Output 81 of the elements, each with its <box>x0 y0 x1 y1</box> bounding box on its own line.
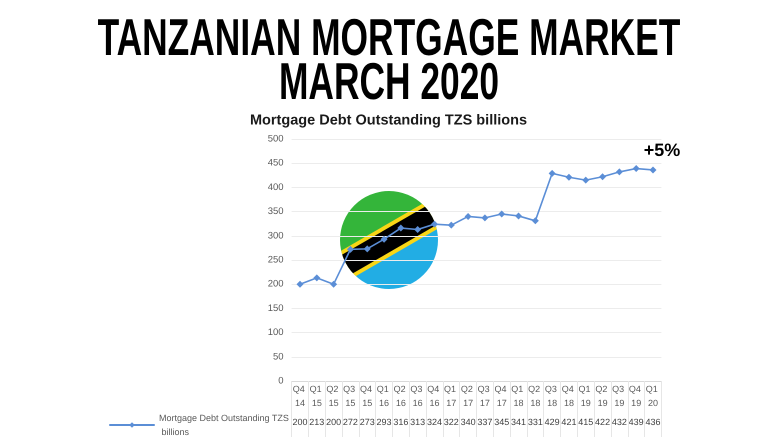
chart-title: TANZANIAN MORTGAGE MARKET MARCH 2020 <box>96 9 682 111</box>
x-tick-label: Q4 16 <box>427 384 442 408</box>
point <box>565 174 572 181</box>
point <box>330 280 338 288</box>
y-tick-label: 0 <box>278 376 284 386</box>
point <box>296 280 304 288</box>
y-tick-label: 300 <box>268 230 284 242</box>
data-label: 341 <box>511 417 526 427</box>
y-tick-label: 50 <box>273 351 284 362</box>
x-tick-label: Q2 16 <box>394 384 408 408</box>
x-tick-label: Q1 18 <box>511 384 526 408</box>
point <box>498 210 506 218</box>
chart-subtitle: Mortgage Debt Outstanding TZS billions <box>250 112 528 128</box>
annotation: +5% <box>644 140 680 160</box>
point <box>397 224 404 232</box>
data-label: 421 <box>561 417 576 427</box>
y-tick-label: 400 <box>268 182 284 193</box>
x-tick-label: Q4 18 <box>562 384 576 408</box>
point <box>346 246 354 253</box>
data-label: 316 <box>393 417 408 427</box>
point <box>481 214 488 222</box>
point <box>430 220 438 228</box>
data-label: 313 <box>410 417 426 427</box>
x-tick-label: Q4 14 <box>292 384 308 408</box>
point <box>649 166 656 174</box>
x-tick-label: Q4 17 <box>494 384 509 408</box>
data-label: 293 <box>376 417 392 427</box>
point <box>448 222 455 229</box>
data-label: 337 <box>477 417 492 427</box>
y-tick-label: 350 <box>268 206 284 218</box>
x-tick-label: Q1 15 <box>310 384 324 408</box>
y-tick-label: 100 <box>268 327 284 338</box>
data-label: 439 <box>628 417 644 427</box>
point <box>414 226 422 234</box>
y-tick-label: 450 <box>268 158 284 169</box>
x-tick-label: Q4 19 <box>628 384 644 408</box>
point <box>313 274 320 282</box>
x-tick-label: Q1 17 <box>444 384 459 408</box>
y-tick-label: 150 <box>268 302 284 314</box>
y-tick-label: 500 <box>268 134 284 144</box>
x-tick-label: Q1 20 <box>646 384 660 408</box>
data-label: 272 <box>342 417 358 427</box>
data-label: 200 <box>292 417 308 427</box>
point <box>364 245 371 252</box>
point <box>548 170 556 177</box>
point <box>632 165 640 172</box>
y-tick-label: 250 <box>268 254 284 266</box>
data-label: 322 <box>444 417 459 427</box>
x-tick-label: Q2 15 <box>326 384 341 408</box>
data-label: 345 <box>494 417 510 427</box>
point <box>582 176 590 184</box>
data-label: 340 <box>460 417 476 427</box>
data-label: 200 <box>326 417 342 427</box>
x-tick-label: Q2 17 <box>460 384 476 408</box>
data-label: 331 <box>528 417 543 427</box>
data-label: 429 <box>544 417 560 427</box>
data-label: 422 <box>595 417 610 427</box>
point <box>599 173 606 180</box>
data-label: 436 <box>645 417 661 427</box>
data-label: 432 <box>612 417 627 427</box>
data-label: 324 <box>426 417 442 427</box>
data-label: 415 <box>578 417 594 427</box>
x-tick-label: Q3 18 <box>544 384 560 408</box>
point <box>515 212 522 220</box>
point <box>616 168 623 176</box>
x-tick-label: Q3 19 <box>612 384 627 408</box>
point <box>532 217 539 224</box>
x-tick-label: Q3 17 <box>478 384 492 408</box>
data-label: 273 <box>360 417 375 427</box>
x-tick-label: Q1 16 <box>376 384 392 408</box>
x-tick-label: Q2 19 <box>595 384 610 408</box>
point <box>464 212 472 220</box>
data-label: 213 <box>309 417 324 427</box>
point <box>380 236 388 243</box>
x-tick-label: Q3 15 <box>343 384 358 408</box>
x-tick-label: Q2 18 <box>528 384 543 408</box>
legend-label: Mortgage Debt Outstanding TZS billions <box>159 413 289 437</box>
y-tick-label: 200 <box>268 278 284 290</box>
x-tick-label: Q3 16 <box>410 384 425 408</box>
x-tick-label: Q4 15 <box>360 384 374 408</box>
x-tick-label: Q1 19 <box>578 384 594 408</box>
